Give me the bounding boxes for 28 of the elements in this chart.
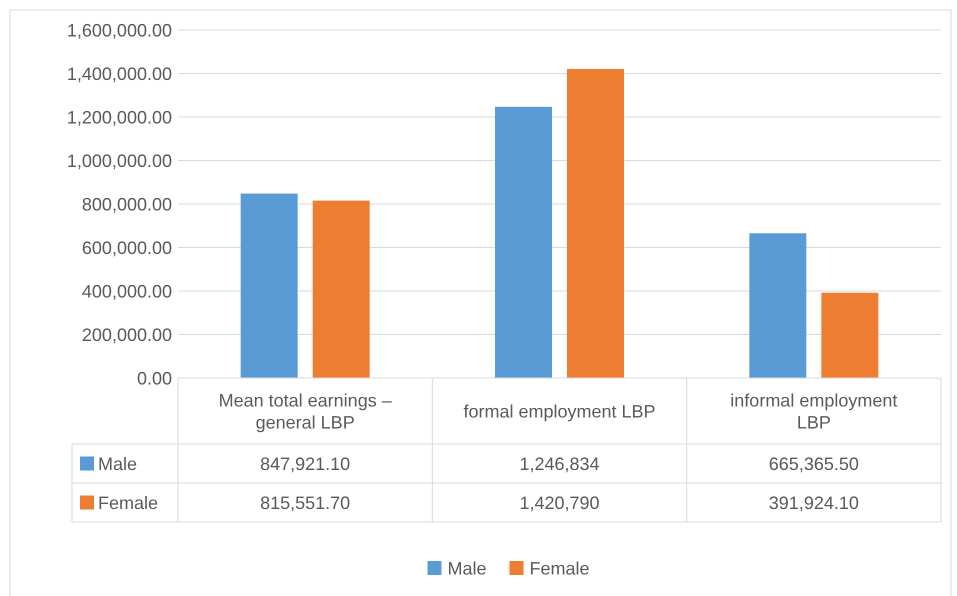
y-tick-label: 1,400,000.00 <box>66 64 172 84</box>
data-label: 815,551.70 <box>260 492 350 513</box>
bar <box>240 194 298 378</box>
y-tick-label: 400,000.00 <box>82 281 172 302</box>
x-tick-label: Mean total earnings – general LBP <box>218 390 392 432</box>
bar <box>821 292 878 378</box>
y-tick-label: 800,000.00 <box>82 194 172 214</box>
bar <box>567 68 624 378</box>
data-label: 391,924.10 <box>768 492 859 513</box>
bar <box>312 200 370 378</box>
y-tick-label: 0.00 <box>136 368 172 388</box>
bar <box>749 233 806 378</box>
data-label: 1,420,790 <box>519 492 600 513</box>
legend-label: Male <box>98 454 138 474</box>
x-tick-label: formal employment LBP <box>463 401 656 422</box>
bar <box>495 106 552 378</box>
legend-label: Female <box>530 558 590 578</box>
text: Male <box>448 558 487 578</box>
y-tick-label: 1,600,000.00 <box>66 20 172 40</box>
y-tick-label: 600,000.00 <box>82 238 172 258</box>
y-tick-label: 1,200,000.00 <box>66 107 172 128</box>
text: Female <box>98 492 158 513</box>
y-tick-label: 200,000.00 <box>82 324 172 345</box>
x-tick-label: informal employment LBP <box>730 390 898 432</box>
y-tick-label: 1,000,000.00 <box>66 150 172 171</box>
data-label: 847,921.10 <box>260 454 350 474</box>
data-label: 1,246,834 <box>519 454 600 474</box>
data-label: 665,365.50 <box>768 454 859 474</box>
